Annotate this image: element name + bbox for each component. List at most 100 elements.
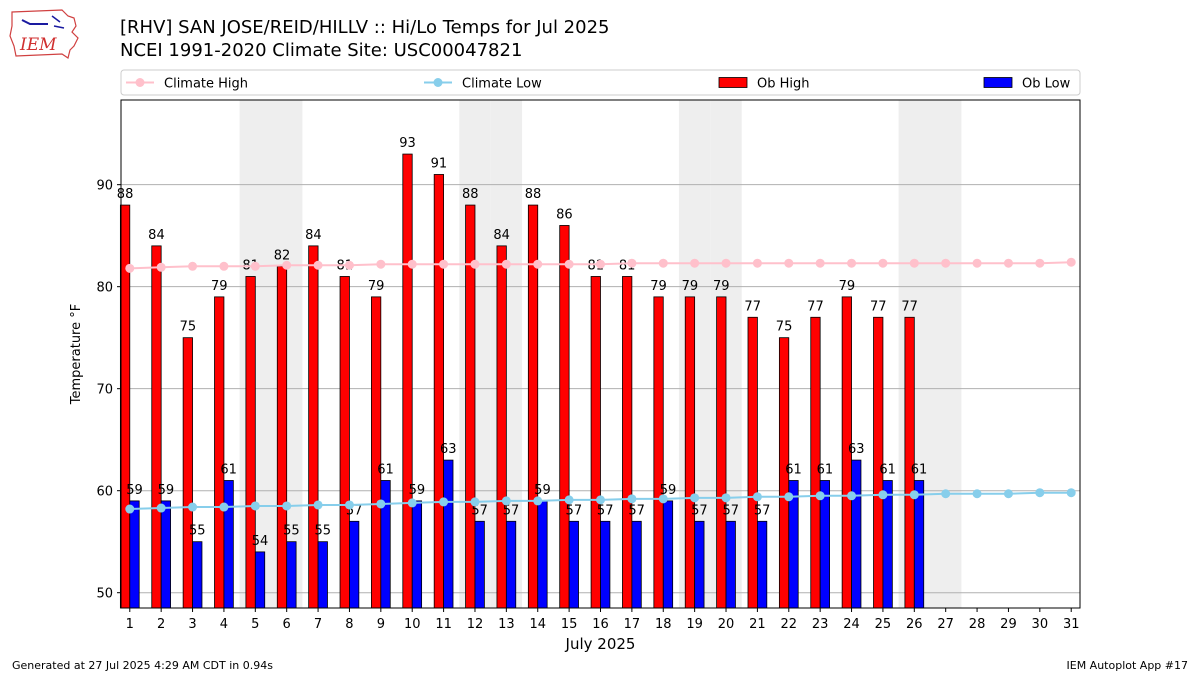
ob-high-bar	[684, 296, 696, 609]
climate-low-point	[156, 503, 166, 513]
y-axis-label: Temperature °F	[69, 304, 84, 405]
ob-low-bar	[380, 480, 391, 609]
climate-low-point	[439, 497, 449, 507]
ob-low-bar	[725, 520, 736, 609]
ob-low-label: 57	[503, 503, 520, 518]
ob-low-bar	[600, 520, 611, 609]
climate-high-point	[784, 258, 794, 268]
x-tick-label: 2	[157, 617, 165, 632]
climate-high-point	[972, 258, 982, 268]
ob-high-bar	[622, 276, 633, 609]
x-tick-label: 29	[1000, 617, 1017, 632]
ob-low-bar	[882, 480, 893, 609]
x-tick-label: 26	[906, 617, 923, 632]
ob-high-label: 93	[399, 136, 416, 151]
ob-high-bar	[151, 245, 162, 609]
ob-high-bar	[747, 316, 758, 609]
ob-low-bar	[254, 551, 266, 609]
climate-high-point	[344, 260, 354, 270]
y-tick-label: 70	[96, 383, 113, 398]
ob-high-label: 75	[776, 320, 793, 335]
ob-low-label: 57	[722, 503, 739, 518]
climate-high-point	[1035, 258, 1045, 268]
ob-high-label: 91	[431, 156, 448, 171]
ob-high-label: 79	[713, 279, 730, 294]
ob-low-label: 57	[597, 503, 614, 518]
ob-low-label: 54	[252, 534, 269, 549]
climate-high-point	[407, 259, 417, 269]
x-tick-label: 23	[812, 617, 829, 632]
climate-low-point	[188, 502, 198, 512]
iem-logo: IEM	[9, 9, 79, 59]
x-axis-label: July 2025	[565, 635, 636, 653]
x-tick-label: 7	[314, 617, 322, 632]
ob-high-bar	[308, 245, 319, 609]
x-tick-label: 28	[969, 617, 986, 632]
x-tick-label: 22	[781, 617, 798, 632]
ob-low-label: 57	[471, 503, 488, 518]
y-tick-label: 80	[96, 281, 113, 296]
climate-low-point	[627, 494, 637, 504]
climate-high-point	[627, 258, 637, 268]
ob-high-bar	[371, 296, 382, 609]
x-tick-label: 31	[1063, 617, 1080, 632]
ob-low-bar	[160, 500, 171, 609]
ob-low-label: 61	[911, 462, 928, 477]
ob-low-bar	[286, 541, 297, 609]
ob-low-label: 57	[566, 503, 583, 518]
ob-high-bar	[214, 296, 225, 609]
ob-low-label: 57	[628, 503, 645, 518]
ob-high-bar	[276, 265, 288, 609]
ob-low-bar	[913, 480, 925, 609]
climate-low-point	[501, 496, 511, 506]
ob-high-label: 79	[368, 279, 385, 294]
x-tick-label: 3	[188, 617, 196, 632]
climate-low-point	[533, 496, 543, 506]
x-tick-label: 30	[1032, 617, 1049, 632]
ob-low-label: 57	[691, 503, 708, 518]
ob-low-label: 61	[220, 462, 237, 477]
climate-low-point	[815, 491, 825, 501]
x-tick-label: 13	[498, 617, 515, 632]
x-tick-label: 9	[377, 617, 385, 632]
climate-high-point	[878, 258, 888, 268]
ob-low-bar	[694, 520, 705, 609]
climate-low-point	[282, 501, 292, 511]
generated-timestamp: Generated at 27 Jul 2025 4:29 AM CDT in …	[12, 659, 273, 672]
ob-high-label: 79	[839, 279, 856, 294]
climate-low-point	[1003, 489, 1013, 499]
climate-low-legend-marker	[433, 78, 443, 87]
climate-high-point	[125, 263, 135, 273]
climate-low-point	[376, 499, 386, 509]
ob-high-label: 77	[870, 299, 887, 314]
ob-low-label: 59	[158, 483, 175, 498]
legend-box	[120, 69, 1081, 96]
ob-high-label: 88	[117, 187, 134, 202]
ob-low-label: 55	[189, 524, 206, 539]
climate-high-point	[909, 258, 919, 268]
climate-low-point	[1035, 488, 1045, 498]
y-tick-label: 60	[96, 485, 113, 500]
ob-low-bar	[349, 520, 360, 609]
ob-low-legend-label: Ob Low	[1022, 77, 1071, 92]
x-tick-label: 15	[561, 617, 578, 632]
x-tick-label: 21	[749, 617, 766, 632]
climate-low-point	[250, 501, 260, 511]
app-credit: IEM Autoplot App #17	[1066, 659, 1189, 672]
climate-low-point	[470, 497, 480, 507]
climate-high-point	[533, 259, 543, 269]
climate-high-point	[847, 258, 857, 268]
x-tick-label: 1	[126, 617, 134, 632]
ob-high-bar	[653, 296, 664, 609]
climate-high-point	[1066, 257, 1076, 267]
ob-low-bar	[662, 500, 674, 609]
ob-high-bar	[559, 225, 570, 609]
climate-low-point	[313, 500, 323, 510]
climate-high-point	[501, 259, 511, 269]
climate-high-point	[1003, 258, 1013, 268]
weekend-shade	[929, 100, 962, 608]
ob-high-bar	[182, 337, 193, 609]
ob-low-label: 61	[377, 462, 394, 477]
ob-high-legend-label: Ob High	[757, 77, 810, 92]
